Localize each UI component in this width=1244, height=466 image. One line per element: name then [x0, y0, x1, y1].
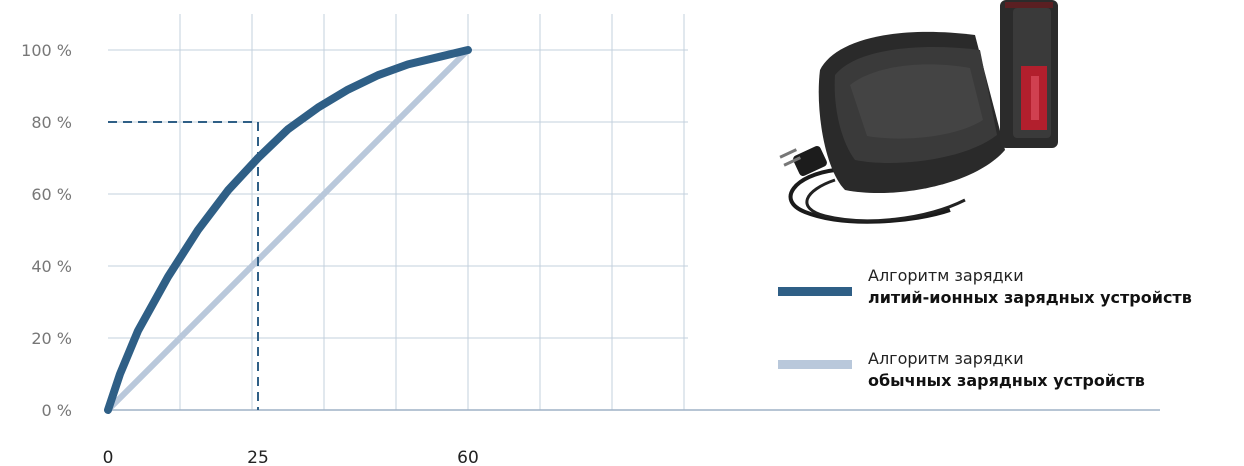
legend-label-standard: Алгоритм зарядки обычных зарядных устрой…	[868, 348, 1145, 392]
y-tick-label-0: 0 %	[42, 401, 72, 420]
y-axis-labels: 0 % 20 % 40 % 60 % 80 % 100 %	[21, 41, 72, 420]
battery-charger-icon	[779, 0, 1058, 224]
grid	[108, 14, 1160, 411]
x-tick-label-1: 25	[247, 448, 269, 466]
y-tick-label-5: 100 %	[21, 41, 72, 60]
legend-item-li-ion: Алгоритм зарядки литий-ионных зарядных у…	[778, 265, 1238, 325]
y-tick-label-1: 20 %	[31, 329, 72, 348]
legend-item-standard: Алгоритм зарядки обычных зарядных устрой…	[778, 348, 1238, 408]
legend-swatch-li-ion	[778, 287, 852, 296]
legend-label-li-ion-line2: литий-ионных зарядных устройств	[868, 288, 1192, 307]
annotation-80-percent	[108, 121, 259, 410]
legend-swatch-standard	[778, 360, 852, 369]
y-tick-label-4: 80 %	[31, 113, 72, 132]
x-axis-labels: 0 25 60	[103, 448, 479, 466]
y-tick-label-2: 40 %	[31, 257, 72, 276]
series-lines	[104, 46, 472, 414]
legend-label-standard-line2: обычных зарядных устройств	[868, 371, 1145, 390]
legend-label-li-ion: Алгоритм зарядки литий-ионных зарядных у…	[868, 265, 1192, 309]
series-line-standard	[105, 47, 471, 413]
x-tick-label-0: 0	[103, 448, 114, 466]
series-line-li-ion	[104, 46, 472, 414]
legend-label-standard-line1: Алгоритм зарядки	[868, 349, 1024, 368]
x-tick-label-2: 60	[457, 448, 479, 466]
y-tick-label-3: 60 %	[31, 185, 72, 204]
legend-label-li-ion-line1: Алгоритм зарядки	[868, 266, 1024, 285]
